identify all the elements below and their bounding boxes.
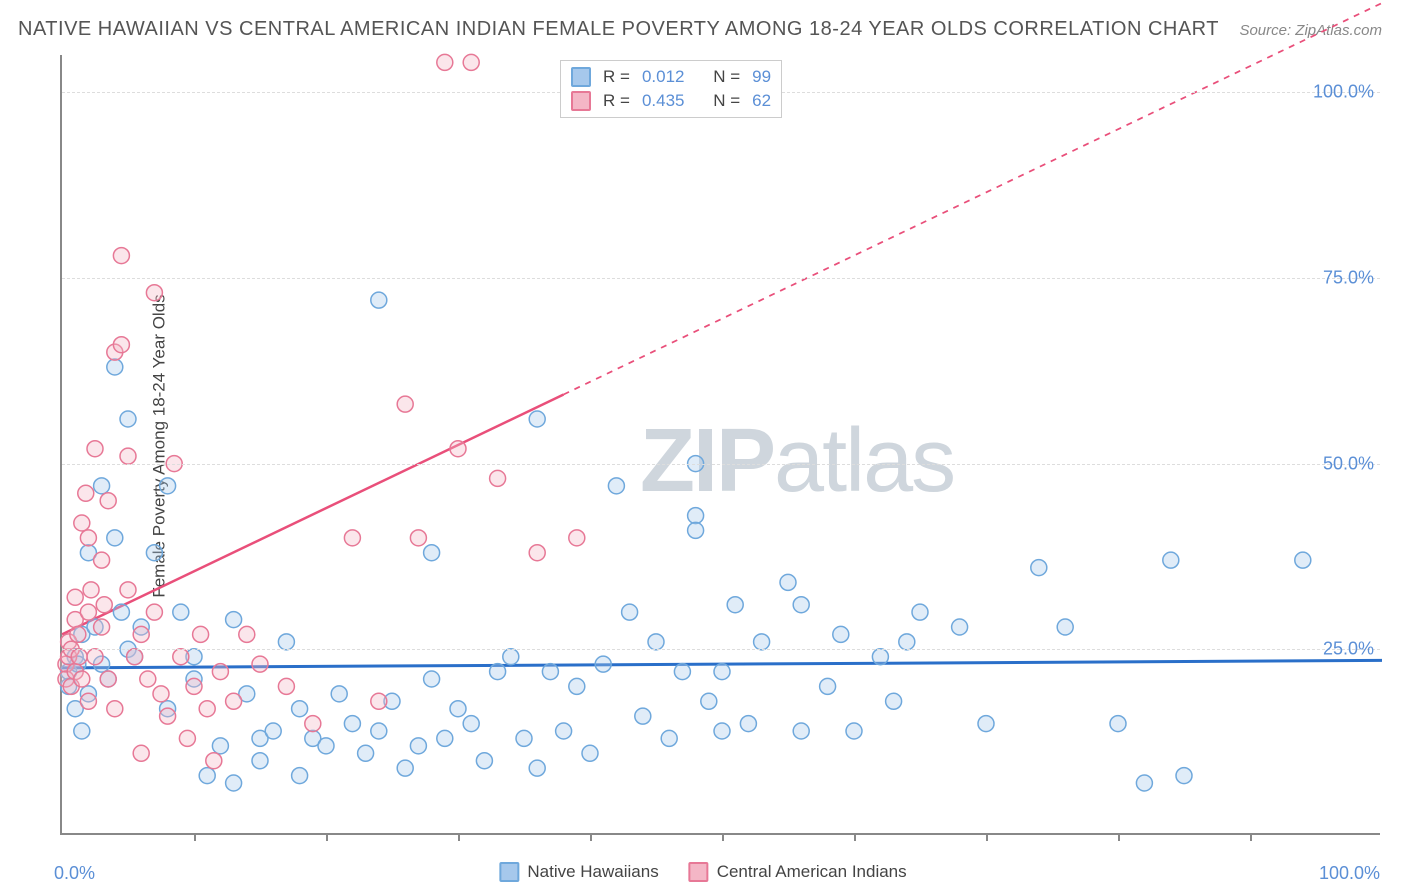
plot-area: 25.0% 50.0% 75.0% 100.0% xyxy=(60,55,1380,835)
r-label: R = xyxy=(603,91,630,111)
y-tick-label: 25.0% xyxy=(1323,639,1374,660)
r-value: 0.435 xyxy=(642,91,685,111)
chart-title: NATIVE HAWAIIAN VS CENTRAL AMERICAN INDI… xyxy=(18,18,1219,41)
x-axis-max-label: 100.0% xyxy=(1319,863,1380,884)
x-axis-min-label: 0.0% xyxy=(54,863,95,884)
n-value: 62 xyxy=(752,91,771,111)
r-value: 0.012 xyxy=(642,67,685,87)
n-label: N = xyxy=(713,67,740,87)
legend-label: Central American Indians xyxy=(717,862,907,882)
swatch-icon xyxy=(571,67,591,87)
legend-item-central-american: Central American Indians xyxy=(689,862,907,882)
legend-row-hawaiians: R = 0.012 N = 99 xyxy=(571,65,771,89)
y-tick-label: 100.0% xyxy=(1313,82,1374,103)
legend-label: Native Hawaiians xyxy=(527,862,658,882)
legend-row-central-american: R = 0.435 N = 62 xyxy=(571,89,771,113)
swatch-icon xyxy=(571,91,591,111)
swatch-icon xyxy=(689,862,709,882)
n-label: N = xyxy=(713,91,740,111)
y-tick-label: 50.0% xyxy=(1323,453,1374,474)
swatch-icon xyxy=(499,862,519,882)
n-value: 99 xyxy=(752,67,771,87)
series-legend: Native Hawaiians Central American Indian… xyxy=(499,862,906,882)
r-label: R = xyxy=(603,67,630,87)
legend-item-hawaiians: Native Hawaiians xyxy=(499,862,658,882)
scatter-svg xyxy=(62,55,1380,833)
correlation-legend: R = 0.012 N = 99 R = 0.435 N = 62 xyxy=(560,60,782,118)
y-tick-label: 75.0% xyxy=(1323,267,1374,288)
